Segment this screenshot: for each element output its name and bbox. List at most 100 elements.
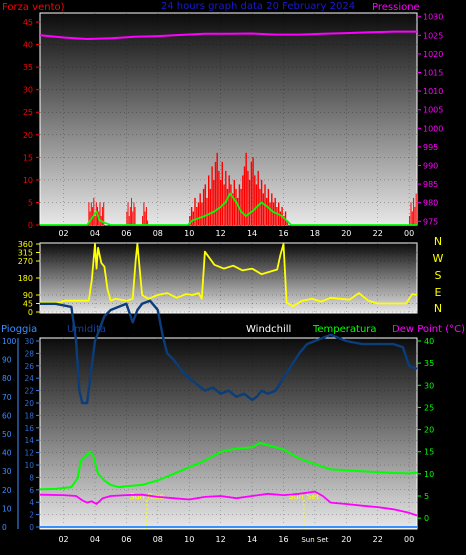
wind-gust-bar [211,166,213,225]
wind-gust-bar [237,197,239,225]
pressure-tick-label: 1000 [423,124,443,133]
wind-gust-bar [413,197,415,225]
time-tick-label: 22 [373,229,383,238]
time-tick-label: Sun Set [301,536,328,544]
wind-gust-bar [247,170,249,225]
wind-gust-bar [233,179,235,225]
rain-label: Pioggia [1,324,37,335]
pressure-tick-label: 975 [423,217,438,226]
humidity-line [40,299,418,405]
wind-gust-bar [209,188,212,225]
time-tick-label: 20 [341,229,351,238]
time-tick-label: 08 [153,229,163,238]
rain-tick-label: 50 [2,430,12,439]
humidity-tick-label: 4 [29,498,34,507]
temperature-line [39,441,418,491]
wind-gust-bar [259,188,261,225]
wind-gust-bar [134,207,136,225]
wind-gust-bar [208,175,210,225]
wind-gust-bar [250,161,253,225]
time-tick-label: 04 [90,229,100,238]
humidity-tick-label: 22 [24,387,34,396]
wind-gust-bar [216,152,218,225]
direction-tick-label: 360 [18,240,33,249]
wind-gust-bar [147,220,149,225]
rain-tick-label: 30 [2,467,12,476]
time-tick-label: 04 [90,535,100,544]
wind-gust-bar [271,193,273,225]
wind-gust-bar [88,202,90,225]
wind-gust-bar [235,188,237,225]
wind-tick-label: 45 [23,18,33,27]
direction-tick-label: 180 [18,274,33,283]
humidity-tick-label: 2 [29,511,34,520]
pressure-tick-label: 985 [423,180,438,189]
humidity-tick-label: 28 [24,349,34,358]
wind-gust-bar [226,188,229,225]
wind-gust-bar [269,202,271,225]
wind-gust-bar [255,184,258,225]
humidity-tick-label: 14 [24,436,34,445]
wind-tick-label: 20 [23,131,33,140]
time-tick-label: 20 [341,535,351,544]
wind-gust-bar [286,220,288,225]
wind-gust-bar [206,197,208,225]
wind-gust-bar [131,197,132,225]
wind-gust-bar [133,202,135,225]
rain-tick-label: 60 [2,411,12,420]
humidity-tick-label: 16 [24,424,34,433]
wind-gust-bar [94,216,96,225]
wind-gust-bar [240,188,242,225]
pressure-tick-label: 1020 [423,50,443,59]
humidity-tick-label: 18 [24,411,34,420]
pressure-tick-label: 1010 [423,87,443,96]
wind-gust-bar [202,188,205,225]
temperature-tick-label: 35 [424,359,434,368]
compass-label: S [435,269,442,282]
wind-speed-line [40,192,417,226]
rain-tick-label: 70 [2,393,12,402]
time-tick-label: 12 [216,229,226,238]
rain-tick-label: 10 [2,504,12,513]
wind-gust-bar [199,193,201,225]
wind-tick-label: 30 [23,86,33,95]
wind-gust-bar [90,202,92,225]
time-tick-label: 00 [404,535,414,544]
time-tick-label: 06 [121,535,131,544]
compass-label: E [435,286,442,299]
wind-tick-label: 35 [23,63,33,72]
direction-tick-label: 270 [18,257,33,266]
temperature-tick-label: 10 [424,470,434,479]
humidity-tick-label: 30 [24,337,34,346]
compass-label: N [434,302,442,315]
direction-tick-label: 0 [28,308,33,317]
sunrise-label: Sun Rise [129,492,164,501]
time-tick-label: 22 [373,535,383,544]
wind-gust-bar [126,211,128,225]
time-tick-label: 10 [184,535,194,544]
wind-gust-bar [204,184,206,225]
pressure-tick-label: 1030 [423,13,443,22]
wind-tick-label: 25 [23,108,33,117]
pressure-tick-label: 1015 [423,69,443,78]
time-tick-label: 12 [216,535,226,544]
pressure-tick-label: 1005 [423,106,443,115]
rain-tick-label: 90 [2,356,12,365]
wind-gust-bar [238,184,241,225]
time-tick-label: 08 [153,535,163,544]
wind-tick-label: 0 [28,221,33,230]
wind-gust-bar [194,197,196,225]
wind-gust-bar [192,211,194,225]
wind-gust-bar [228,175,230,225]
graph-title: 24 hours graph data 20 February 2024 [161,1,355,12]
windchill-label: Windchill [246,324,291,335]
direction-tick-label: 315 [18,249,33,258]
wind-direction-line [40,243,418,308]
rain-tick-label: 80 [2,374,12,383]
wind-gust-bar [127,202,129,225]
wind-gust-bar [201,202,203,225]
wind-gust-bar [245,152,247,225]
wind-gust-bar [218,170,220,225]
wind-gust-bar [225,170,227,225]
